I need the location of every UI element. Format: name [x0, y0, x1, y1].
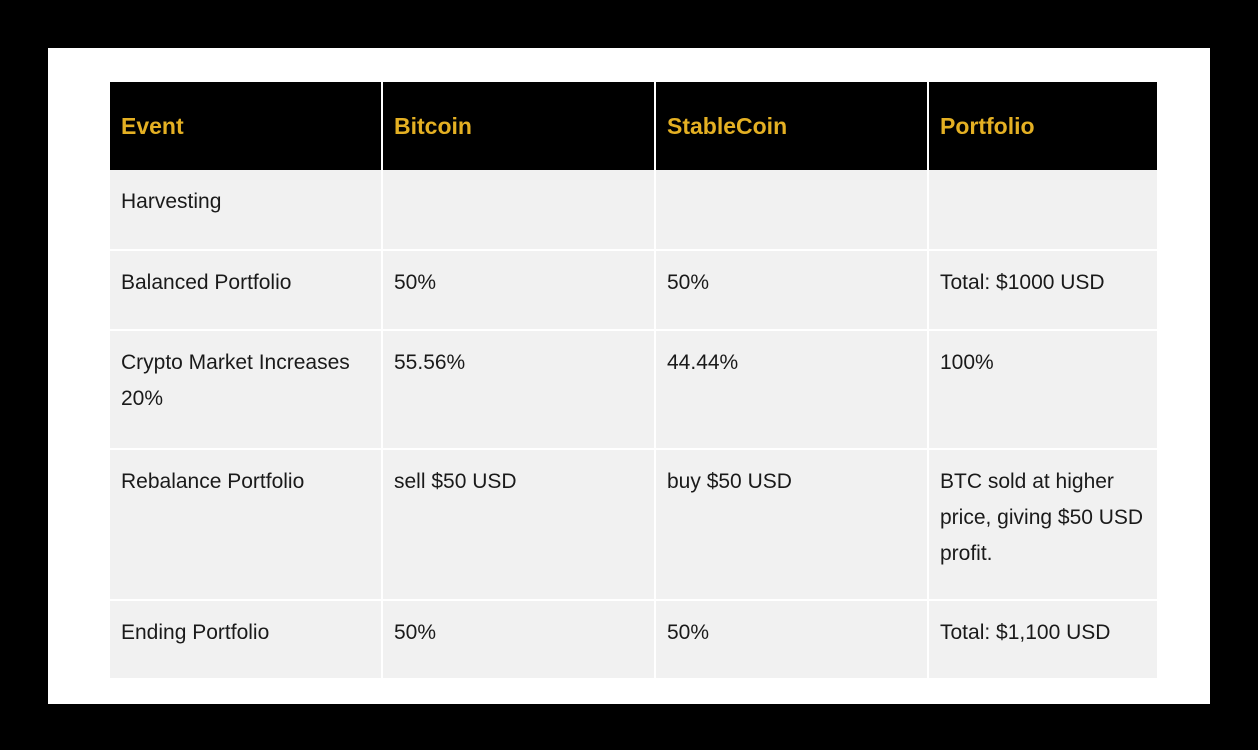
- table-header-row: Event Bitcoin StableCoin Portfolio: [110, 82, 1157, 170]
- cell-bitcoin: 50%: [383, 599, 656, 678]
- cell-stablecoin: buy $50 USD: [656, 448, 929, 599]
- cell-stablecoin: 44.44%: [656, 329, 929, 448]
- header-bitcoin: Bitcoin: [383, 82, 656, 170]
- cell-bitcoin: sell $50 USD: [383, 448, 656, 599]
- cell-bitcoin: [383, 170, 656, 249]
- cell-event: Rebalance Portfolio: [110, 448, 383, 599]
- cell-event: Harvesting: [110, 170, 383, 249]
- cell-event: Balanced Portfolio: [110, 249, 383, 329]
- cell-stablecoin: [656, 170, 929, 249]
- header-event: Event: [110, 82, 383, 170]
- cell-portfolio: Total: $1000 USD: [929, 249, 1157, 329]
- cell-bitcoin: 55.56%: [383, 329, 656, 448]
- cell-bitcoin: 50%: [383, 249, 656, 329]
- cell-stablecoin: 50%: [656, 599, 929, 678]
- table-row: Crypto Market Increases 20% 55.56% 44.44…: [110, 329, 1157, 448]
- cell-portfolio: 100%: [929, 329, 1157, 448]
- header-stablecoin: StableCoin: [656, 82, 929, 170]
- table-row: Balanced Portfolio 50% 50% Total: $1000 …: [110, 249, 1157, 329]
- table-row: Harvesting: [110, 170, 1157, 249]
- portfolio-rebalancing-table: Event Bitcoin StableCoin Portfolio Harve…: [110, 82, 1157, 678]
- cell-event: Crypto Market Increases 20%: [110, 329, 383, 448]
- cell-event: Ending Portfolio: [110, 599, 383, 678]
- table-row: Ending Portfolio 50% 50% Total: $1,100 U…: [110, 599, 1157, 678]
- table-row: Rebalance Portfolio sell $50 USD buy $50…: [110, 448, 1157, 599]
- cell-portfolio: [929, 170, 1157, 249]
- cell-portfolio: Total: $1,100 USD: [929, 599, 1157, 678]
- cell-portfolio: BTC sold at higher price, giving $50 USD…: [929, 448, 1157, 599]
- document-page: Event Bitcoin StableCoin Portfolio Harve…: [48, 48, 1210, 704]
- cell-stablecoin: 50%: [656, 249, 929, 329]
- header-portfolio: Portfolio: [929, 82, 1157, 170]
